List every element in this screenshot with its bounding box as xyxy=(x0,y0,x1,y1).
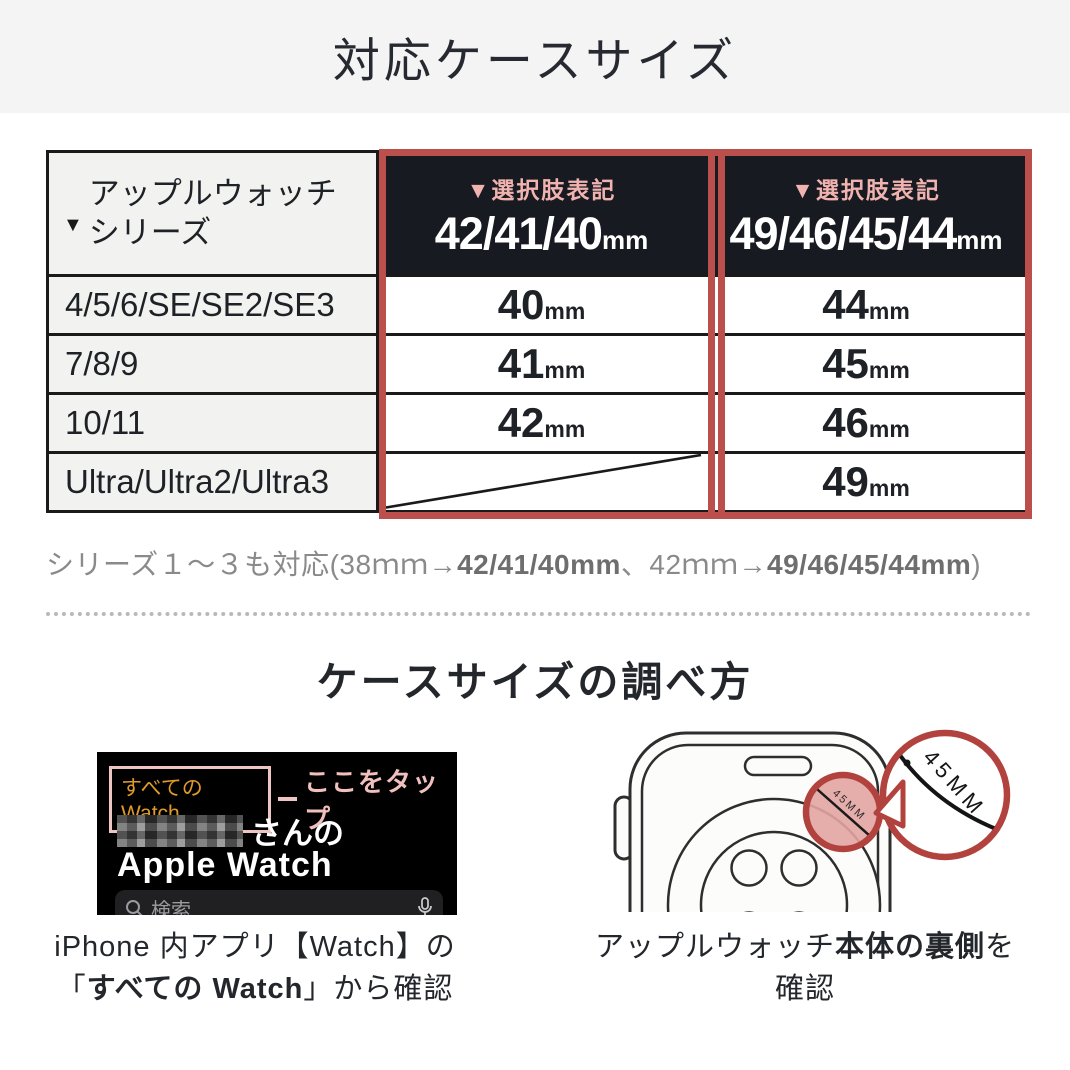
unit-label: mm xyxy=(544,298,586,324)
size-highlight-circle: 45MM xyxy=(802,771,884,853)
watch-back-drawing: 45MM 45MM xyxy=(613,729,1011,912)
tap-annotation: すべての Watch ここをタップ xyxy=(109,762,457,836)
magnifier-callout: 45MM xyxy=(873,729,1011,861)
watch-app-screenshot: すべての Watch ここをタップ さんの Apple Watch 検索 xyxy=(97,752,457,915)
search-bar[interactable]: 検索 xyxy=(115,890,443,915)
apple-watch-title: Apple Watch xyxy=(117,846,333,884)
unit-label: mm xyxy=(868,357,910,383)
tap-here-label: ここをタップ xyxy=(304,767,440,834)
series-header-label: アップルウォッチ シリーズ xyxy=(88,175,337,250)
size-table: ▼ アップルウォッチ シリーズ ▼選択肢表記 42/41/40mm ▼選択肢表記… xyxy=(46,149,1032,519)
size-cell: 40mm xyxy=(379,277,704,336)
size-cell: 41mm xyxy=(379,336,704,395)
footnote: シリーズ１〜３も対応(38ｍｍ→42/41/40mm、42ｍｍ→49/46/45… xyxy=(46,549,982,580)
unit-label: mm xyxy=(544,357,586,383)
unit-label: mm xyxy=(868,416,910,442)
search-placeholder: 検索 xyxy=(151,899,191,916)
callout-pointer xyxy=(873,779,906,829)
column-header-small-sizes[interactable]: ▼選択肢表記 42/41/40mm xyxy=(379,153,704,277)
size-cell: 44mm xyxy=(704,277,1028,336)
option-tag-label: ▼選択肢表記 xyxy=(791,177,941,203)
owner-name-row: さんの xyxy=(117,808,344,853)
unit-label: mm xyxy=(601,225,649,255)
series-cell: 4/5/6/SE/SE2/SE3 xyxy=(49,277,379,336)
page-title: 対応ケースサイズ xyxy=(332,34,738,87)
down-triangle-icon: ▼ xyxy=(63,214,83,236)
search-icon xyxy=(126,899,143,915)
connector-line xyxy=(278,797,298,801)
censored-name-mosaic xyxy=(117,814,243,847)
microphone-icon[interactable] xyxy=(417,897,433,915)
section-title: ケースサイズの調べ方 xyxy=(316,659,754,705)
unit-label: mm xyxy=(956,225,1003,255)
column-header-large-sizes[interactable]: ▼選択肢表記 49/46/45/44mm xyxy=(704,153,1028,277)
column-size-label: 49/46/45/44 xyxy=(729,208,958,259)
unit-label: mm xyxy=(868,298,910,324)
series-cell: 7/8/9 xyxy=(49,336,379,395)
engraving-dot xyxy=(903,759,911,767)
series-cell: Ultra/Ultra2/Ultra3 xyxy=(49,454,379,510)
size-cell: 49mm xyxy=(704,454,1028,510)
top-banner: 対応ケースサイズ xyxy=(0,0,1070,113)
column-size-label: 42/41/40 xyxy=(434,208,603,259)
dotted-divider xyxy=(46,612,1031,616)
unit-label: mm xyxy=(544,416,586,442)
band-slot xyxy=(743,755,813,777)
size-cell: 45mm xyxy=(704,336,1028,395)
left-caption: iPhone 内アプリ【Watch】の 「すべての Watch」から確認 xyxy=(54,931,456,1006)
diagonal-strike-line xyxy=(382,454,702,510)
right-caption: アップルウォッチ本体の裏側を 確認 xyxy=(594,931,1016,1006)
size-cell: 42mm xyxy=(379,395,704,454)
name-suffix-label: さんの xyxy=(251,816,344,851)
unit-label: mm xyxy=(868,475,910,501)
not-applicable-cell xyxy=(379,454,704,510)
option-tag-label: ▼選択肢表記 xyxy=(466,177,617,203)
series-cell: 10/11 xyxy=(49,395,379,454)
size-cell: 46mm xyxy=(704,395,1028,454)
series-header-cell: ▼ アップルウォッチ シリーズ xyxy=(49,153,379,277)
watch-back-illustration: 45MM 45MM xyxy=(595,712,1045,912)
